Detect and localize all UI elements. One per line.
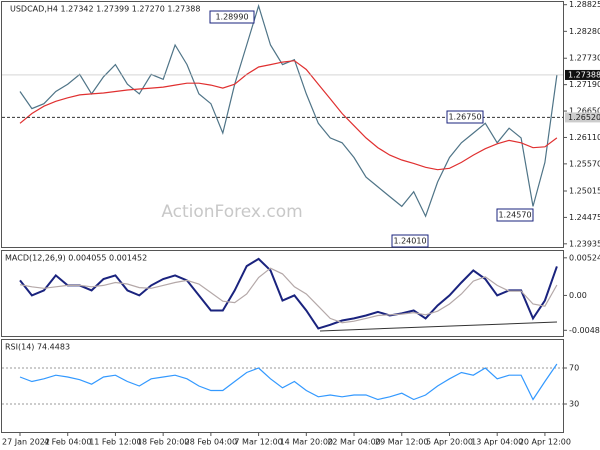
level-box [565,112,600,123]
series-line [19,363,558,401]
x-tick-label: 13 Apr 04:00 [471,438,523,447]
series-line [19,60,558,171]
annotation: 1.26750 [448,113,481,122]
y-tick-label: -0.004865 [569,326,600,335]
y-tick-label: 1.26650 [569,107,600,116]
x-tick-label: 5 Apr 20:00 [426,438,473,447]
x-tick-label: 18 Feb 20:00 [137,438,189,447]
x-tick-label: 14 Mar 20:00 [280,438,333,447]
y-tick-label: 1.25570 [569,159,600,168]
series-line [19,267,558,324]
y-tick-label: 0.005249 [569,253,600,262]
trend-line [319,321,558,332]
y-tick-label: 1.28825 [569,0,600,9]
y-tick-label: 1.26110 [569,133,600,142]
annotation-box [391,234,429,248]
x-tick-label: 20 Apr 12:00 [519,438,571,447]
annotation-box [446,110,484,124]
macd-panel [1,250,564,337]
series-line [19,3,558,218]
y-tick-label: 1.27190 [569,80,600,89]
last-price-box [565,69,600,80]
y-tick-label: 70 [569,364,579,373]
annotation: 1.24570 [498,211,531,220]
last-price-label: 1.27388 [568,70,600,79]
price-panel [1,1,564,248]
x-tick-label: 4 Feb 04:00 [44,438,91,447]
series-line [19,257,558,330]
x-tick-label: 29 Mar 12:00 [375,438,428,447]
y-tick-label: 1.24475 [569,213,600,222]
y-tick-label: 1.25015 [569,187,600,196]
y-tick-label: 0.00 [569,291,587,300]
rsi-panel [1,339,564,433]
x-tick-label: 7 Mar 12:00 [234,438,282,447]
y-tick-label: 1.28280 [569,27,600,36]
x-tick-label: 11 Feb 12:00 [89,438,141,447]
annotation-box [496,208,534,222]
annotation-box [209,10,255,24]
y-tick-label: 30 [569,400,579,409]
watermark: ActionForex.com [161,202,302,222]
x-tick-label: 27 Jan 2022 [2,438,50,447]
chart-title: USDCAD,H4 1.27342 1.27399 1.27270 1.2738… [10,5,200,14]
y-tick-label: 1.27730 [569,54,600,63]
macd-title: MACD(12,26,9) 0.004055 0.001452 [5,254,147,263]
x-tick-label: 22 Mar 04:00 [327,438,380,447]
level-label: 1.26520 [568,113,600,122]
annotation: 1.28990 [215,13,248,22]
x-tick-label: 28 Feb 04:00 [185,438,237,447]
annotation: 1.24010 [393,237,426,246]
rsi-title: RSI(14) 74.4483 [5,343,70,352]
y-tick-label: 1.23935 [569,239,600,248]
